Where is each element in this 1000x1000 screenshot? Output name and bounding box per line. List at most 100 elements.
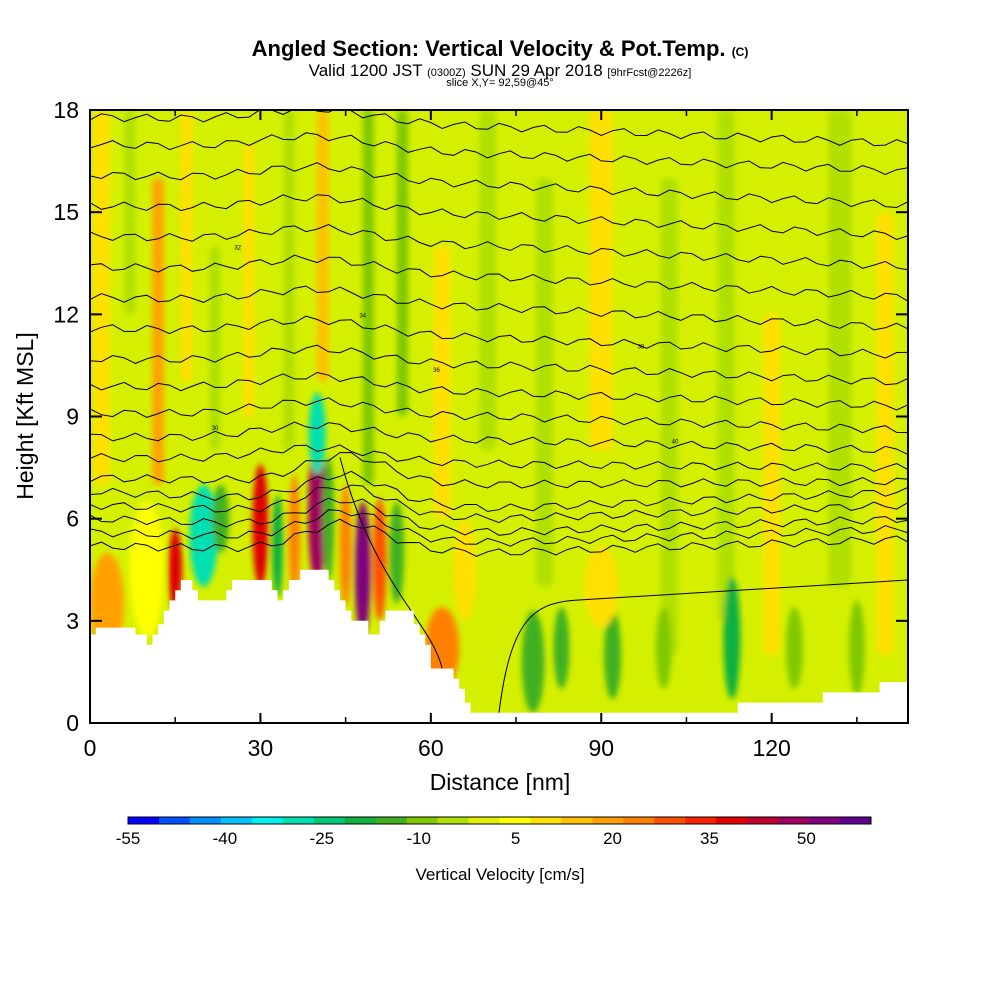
colorbar-swatch: [840, 817, 872, 824]
theta-contour-label: 34: [359, 314, 366, 320]
theta-contour-line: [90, 285, 908, 331]
x-axis-label: Distance [nm]: [430, 769, 571, 795]
colorbar-swatch: [561, 817, 593, 824]
field-cell: [288, 474, 301, 597]
field-cell: [322, 457, 335, 580]
colorbar-swatch: [468, 817, 500, 824]
chart-subtitle: Valid 1200 JST (0300Z) SUN 29 Apr 2018 […: [308, 61, 692, 80]
theta-contour-line: [90, 397, 908, 434]
field-streak: [180, 110, 193, 383]
field-streak: [433, 246, 451, 519]
colorbar-swatch: [282, 817, 315, 824]
field-streak: [152, 178, 164, 485]
field-cell: [584, 545, 619, 628]
colorbar-swatch: [344, 817, 377, 824]
theta-contour-label: 30: [212, 426, 219, 432]
slice-label: slice X,Y= 92,59@45°: [446, 77, 554, 89]
field-cell: [453, 518, 477, 621]
field-cell: [389, 501, 405, 604]
field-streak: [763, 314, 781, 655]
field-streak: [209, 246, 221, 451]
x-tick-label: 60: [418, 735, 444, 761]
theta-contour-line: [90, 344, 908, 386]
colorbar-swatch: [375, 817, 408, 824]
field-streak: [479, 110, 497, 451]
y-tick-label: 0: [66, 710, 79, 736]
theta-contour-line: [90, 451, 908, 489]
y-tick-label: 15: [53, 199, 79, 225]
colorbar-swatch: [313, 817, 346, 824]
colorbar-label: Vertical Velocity [cm/s]: [415, 865, 584, 884]
theta-contour-line: [90, 223, 908, 271]
colorbar-swatch: [251, 817, 284, 824]
x-tick-label: 0: [84, 735, 97, 761]
theta-contour-line: [90, 484, 908, 524]
theta-contour-line: [90, 194, 908, 241]
field-streak: [589, 110, 613, 451]
field-cell: [212, 484, 230, 553]
field-streak: [396, 110, 409, 417]
theta-contour-line: [90, 509, 908, 547]
theta-contours: 30 32 34 36 38 40: [90, 110, 908, 713]
colorbar-tick-label: 50: [797, 829, 816, 848]
field-streak: [124, 110, 136, 315]
theta-contour-line: [498, 579, 908, 713]
field-cell: [339, 484, 352, 608]
theta-contour-line: [339, 457, 443, 669]
colorbar-swatch: [158, 817, 191, 824]
colorbar-tick-label: 5: [511, 829, 520, 848]
field-streak: [876, 212, 894, 655]
field-cell: [252, 464, 269, 587]
field-cell: [189, 484, 218, 587]
colorbar-tick-label: -25: [310, 829, 335, 848]
field-cell: [785, 607, 803, 689]
colorbar-frame: [127, 816, 872, 825]
theta-contour-label: 32: [234, 246, 241, 252]
field-cell: [308, 436, 327, 587]
colorbar-tick-label: -40: [213, 829, 238, 848]
colorbar-swatch: [499, 817, 531, 824]
field-streak: [243, 144, 255, 417]
colorbar-swatch: [592, 817, 624, 824]
field-streak: [717, 110, 735, 621]
colorbar-swatch: [685, 817, 717, 824]
field-streak: [283, 110, 295, 451]
theta-contour-line: [90, 162, 908, 209]
x-tick-label: 120: [752, 735, 790, 761]
colorbar-swatch: [716, 817, 748, 824]
field-streak: [317, 110, 329, 383]
theta-contour-line: [90, 470, 908, 512]
velocity-field: [90, 110, 894, 713]
theta-contour-label: 38: [638, 344, 645, 350]
colorbar-swatch: [623, 817, 655, 824]
y-tick-label: 3: [66, 608, 79, 634]
chart-title: Angled Section: Vertical Velocity & Pot.…: [251, 36, 749, 61]
terrain-mask: [90, 569, 908, 724]
colorbar-tick-label: 35: [700, 829, 719, 848]
y-tick-label: 12: [53, 301, 79, 327]
theta-contour-line: [90, 421, 908, 456]
theta-contour-line: [90, 254, 908, 302]
colorbar-swatch: [654, 817, 686, 824]
y-axis-label: Height [Kft MSL]: [12, 332, 38, 499]
colorbar-swatch: [189, 817, 222, 824]
field-cell: [521, 610, 545, 713]
field-blobs: [90, 110, 894, 713]
field-streak: [660, 178, 678, 655]
colorbar-tick-label: -10: [406, 829, 431, 848]
colorbar-swatch: [530, 817, 562, 824]
theta-contour-label: 40: [672, 440, 679, 446]
field-cell: [655, 607, 672, 689]
theta-contour-line: [90, 315, 908, 359]
field-cell: [604, 610, 622, 700]
theta-contour-line: [90, 497, 908, 536]
field-cell: [354, 501, 371, 638]
y-tick-label: 9: [66, 404, 79, 430]
y-tick-label: 18: [53, 97, 79, 123]
field-cell: [723, 576, 741, 700]
field-streak: [535, 178, 553, 587]
colorbar-swatch: [406, 817, 439, 824]
field-cell: [848, 600, 865, 696]
